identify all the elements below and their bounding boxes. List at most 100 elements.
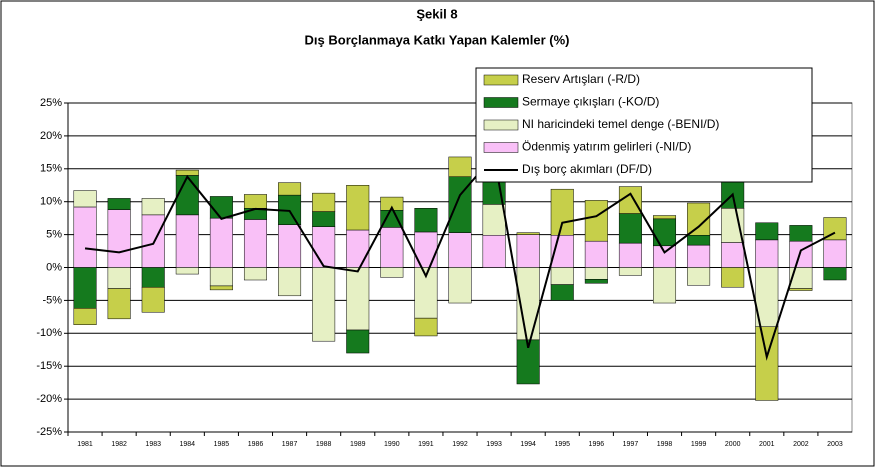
y-tick-label: 15% xyxy=(40,163,62,175)
chart-title: Şekil 8 xyxy=(416,6,457,21)
legend-swatch xyxy=(483,74,519,86)
bar-segment xyxy=(73,206,97,268)
bar-segment xyxy=(687,267,711,286)
x-tick-label: 1987 xyxy=(282,441,298,448)
bar-segment xyxy=(618,213,642,244)
bar-segment xyxy=(73,267,97,309)
bar-segment xyxy=(687,235,711,246)
x-tick-label: 1984 xyxy=(180,441,196,448)
bar-segment xyxy=(278,182,302,196)
bar-segment xyxy=(141,267,165,288)
bar-segment xyxy=(243,219,267,268)
y-tick-label: -15% xyxy=(36,360,62,372)
legend-label: Dış borç akımları (DF/D) xyxy=(522,162,652,176)
bar-segment xyxy=(755,222,779,241)
x-tick-label: 2002 xyxy=(793,441,809,448)
bar-segment xyxy=(175,175,199,216)
legend-label: Reserv Artışları (-R/D) xyxy=(522,72,640,86)
x-tick-label: 2000 xyxy=(725,441,741,448)
x-tick-label: 1999 xyxy=(691,441,707,448)
y-tick-label: 20% xyxy=(40,130,62,142)
x-tick-label: 1986 xyxy=(248,441,264,448)
x-tick-label: 1985 xyxy=(214,441,230,448)
bar-segment xyxy=(721,267,745,288)
x-tick-label: 1990 xyxy=(384,441,400,448)
y-tick-label: 5% xyxy=(46,229,62,241)
bar-segment xyxy=(755,239,779,268)
bar-segment xyxy=(584,200,608,242)
bar-segment xyxy=(823,217,847,241)
bar-segment xyxy=(721,208,745,243)
bar-segment xyxy=(107,209,131,268)
x-tick-label: 1982 xyxy=(111,441,127,448)
bar-segment xyxy=(653,267,677,304)
x-tick-label: 2003 xyxy=(827,441,843,448)
bar-segment xyxy=(687,202,711,236)
bar-segment xyxy=(346,229,370,268)
chart-subtitle: Dış Borçlanmaya Katkı Yapan Kalemler (%) xyxy=(305,32,570,47)
x-tick-label: 1992 xyxy=(452,441,468,448)
legend-label: NI haricindeki temel denge (-BENI/D) xyxy=(522,117,719,131)
bar-segment xyxy=(618,267,642,276)
bar-segment xyxy=(73,190,97,208)
legend-label: Ödenmiş yatırım gelirleri (-NI/D) xyxy=(522,140,691,154)
x-tick-label: 1998 xyxy=(657,441,673,448)
bar-segment xyxy=(550,284,574,301)
bar-segment xyxy=(209,196,233,219)
x-tick-label: 1995 xyxy=(554,441,570,448)
legend-swatch xyxy=(483,142,519,153)
y-tick-label: -25% xyxy=(36,426,62,438)
bar-segment xyxy=(107,288,131,320)
bar-segment xyxy=(618,242,642,268)
bar-segment xyxy=(380,196,404,211)
bar-segment xyxy=(448,232,472,268)
bar-segment xyxy=(516,234,540,268)
bar-segment xyxy=(550,188,574,236)
y-tick-label: -5% xyxy=(42,294,62,306)
bar-segment xyxy=(584,267,608,280)
bar-segment xyxy=(482,235,506,268)
bar-segment xyxy=(653,215,677,220)
x-tick-label: 1997 xyxy=(623,441,639,448)
bar-segment xyxy=(209,267,233,287)
x-tick-label: 1994 xyxy=(520,441,536,448)
legend-swatch xyxy=(483,97,519,108)
bar-segment xyxy=(73,308,97,325)
bar-segment xyxy=(755,326,779,401)
bar-segment xyxy=(346,267,370,331)
bar-segment xyxy=(789,240,813,268)
bar-segment xyxy=(175,169,199,176)
y-tick-label: 25% xyxy=(40,97,62,109)
bar-segment xyxy=(243,194,267,209)
y-tick-label: -20% xyxy=(36,393,62,405)
bar-segment xyxy=(107,267,131,289)
legend-label: Sermaye çıkışları (-KO/D) xyxy=(522,95,659,109)
bar-segment xyxy=(209,217,233,268)
x-tick-label: 1996 xyxy=(589,441,605,448)
bar-segment xyxy=(653,245,677,268)
bar-segment xyxy=(448,267,472,304)
x-tick-label: 1989 xyxy=(350,441,366,448)
bar-segment xyxy=(823,239,847,268)
bar-segment xyxy=(789,225,813,242)
x-tick-label: 1991 xyxy=(418,441,434,448)
bar-segment xyxy=(516,339,540,385)
bar-segment xyxy=(141,286,165,313)
bar-segment xyxy=(312,267,336,342)
bar-segment xyxy=(789,288,813,291)
bar-segment xyxy=(653,218,677,247)
y-tick-label: 10% xyxy=(40,196,62,208)
bar-segment xyxy=(550,267,574,285)
bar-segment xyxy=(687,244,711,268)
x-tick-label: 1981 xyxy=(77,441,93,448)
bar-segment xyxy=(516,232,540,235)
x-tick-label: 1983 xyxy=(145,441,161,448)
y-tick-label: 0% xyxy=(46,261,62,273)
bar-segment xyxy=(278,224,302,268)
legend-swatch xyxy=(483,119,519,131)
bar-segment xyxy=(584,240,608,268)
y-tick-label: -10% xyxy=(36,327,62,339)
legend-box xyxy=(475,67,813,183)
bar-segment xyxy=(823,267,847,281)
